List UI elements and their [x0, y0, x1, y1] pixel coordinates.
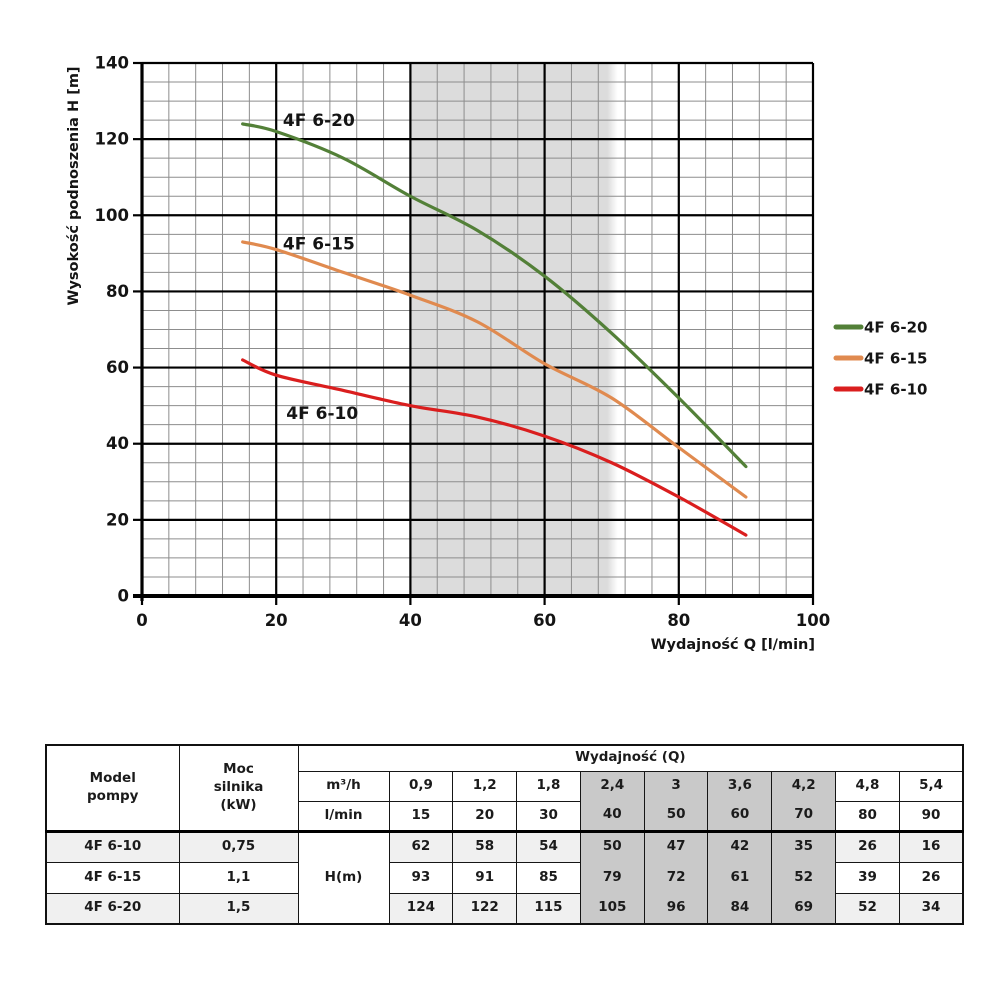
col-header-model: Model pompy [45, 744, 180, 833]
y-axis-title: Wysokość podnoszenia H [m] [66, 66, 82, 305]
m3h-value: 1,2 [452, 770, 518, 802]
head-cell: 26 [898, 861, 964, 894]
pump-specs-table: Model pompy Moc silnika (kW) Wydajność (… [45, 744, 965, 925]
power-cell: 0,75 [178, 830, 299, 863]
col-header-power: Moc silnika (kW) [178, 744, 299, 833]
head-cell: 85 [516, 861, 581, 894]
x-tick-label: 100 [796, 611, 830, 630]
head-cell: 124 [388, 892, 454, 925]
legend-label: 4F 6-20 [864, 319, 927, 337]
x-tick-label: 80 [667, 611, 690, 630]
power-cell: 1,1 [178, 861, 299, 894]
m3h-value: 4,8 [835, 770, 900, 802]
lmin-value: 90 [898, 800, 964, 833]
m3h-value: 4,2 [771, 770, 837, 801]
m3h-value: 1,8 [516, 770, 581, 802]
table-header-row-1: Model pompy Moc silnika (kW) Wydajność (… [45, 744, 964, 833]
lmin-value: 80 [835, 800, 900, 833]
curve-label: 4F 6-20 [283, 111, 355, 131]
x-tick-label: 20 [265, 611, 288, 630]
head-cell: 26 [835, 830, 900, 863]
head-cell: 35 [771, 830, 837, 862]
head-cell: 105 [579, 893, 645, 925]
unit-label-head: H(m) [297, 830, 390, 925]
model-cell: 4F 6-10 [45, 830, 180, 863]
lmin-value: 15 [388, 800, 454, 833]
legend-label: 4F 6-15 [864, 350, 927, 368]
legend-item: 4F 6-20 [833, 319, 927, 337]
x-tick-label: 40 [399, 611, 422, 630]
y-tick-label: 40 [106, 434, 129, 453]
curve-label: 4F 6-10 [286, 404, 358, 424]
legend-item: 4F 6-10 [833, 381, 927, 399]
curve-4f-6-15 [241, 240, 748, 499]
head-cell: 115 [516, 892, 581, 925]
head-cell: 96 [643, 893, 709, 925]
legend-item: 4F 6-15 [833, 350, 927, 368]
unit-label-m3h: m³/h [297, 770, 390, 802]
head-cell: 52 [835, 892, 900, 925]
y-tick-label: 140 [95, 54, 129, 73]
head-cell: 50 [579, 830, 645, 862]
lmin-value: 20 [452, 800, 518, 833]
head-cell: 61 [707, 862, 773, 893]
y-tick-label: 80 [106, 282, 129, 301]
y-tick-label: 0 [118, 587, 129, 606]
x-axis-title: Wydajność Q [l/min] [651, 637, 815, 653]
m3h-value: 3 [643, 770, 709, 801]
col-header-capacity: Wydajność (Q) [297, 744, 964, 772]
model-cell: 4F 6-20 [45, 892, 180, 925]
power-cell: 1,5 [178, 892, 299, 925]
m3h-value: 0,9 [388, 770, 454, 802]
head-cell: 58 [452, 830, 518, 863]
table-row: 4F 6-15 1,1 93 91 85 79 72 61 52 39 26 [45, 861, 964, 894]
head-cell: 34 [898, 892, 964, 925]
lmin-value: 50 [643, 801, 709, 833]
lmin-value: 60 [707, 801, 773, 833]
head-cell: 39 [835, 861, 900, 894]
curve-4f-6-20 [241, 122, 748, 469]
y-tick-label: 20 [106, 510, 129, 529]
m3h-value: 5,4 [898, 770, 964, 802]
m3h-value: 3,6 [707, 770, 773, 801]
table-row: 4F 6-10 0,75 H(m) 62 58 54 50 47 42 35 2… [45, 830, 964, 925]
y-tick-label: 120 [95, 130, 129, 149]
model-cell: 4F 6-15 [45, 861, 180, 894]
table-row: 4F 6-20 1,5 124 122 115 105 96 84 69 52 … [45, 892, 964, 925]
lmin-value: 40 [579, 801, 645, 833]
lmin-value: 70 [771, 801, 837, 833]
head-cell: 16 [898, 830, 964, 863]
x-tick-label: 60 [533, 611, 556, 630]
table-header-row-lmin: l/min 15 20 30 40 50 60 70 80 90 [46, 800, 964, 833]
pump-curves-chart: 0 20 40 60 80 100 0 20 40 60 80 100 120 140 Wydajność … [66, 54, 927, 654]
y-tick-label: 100 [95, 206, 129, 225]
head-cell: 69 [771, 893, 837, 925]
head-cell: 54 [516, 830, 581, 863]
head-cell: 62 [388, 830, 454, 863]
head-cell: 122 [452, 892, 518, 925]
legend-label: 4F 6-10 [864, 381, 927, 399]
head-cell: 47 [643, 830, 709, 862]
lmin-value: 30 [516, 800, 581, 833]
curve-label: 4F 6-15 [283, 235, 355, 255]
legend: 4F 6-20 4F 6-15 4F 6-10 [833, 319, 927, 399]
head-cell: 72 [643, 862, 709, 893]
head-cell: 79 [579, 862, 645, 893]
table-header-row-m3h: m³/h 0,9 1,2 1,8 2,4 3 3,6 4,2 4,8 5,4 [46, 770, 964, 802]
head-cell: 93 [388, 861, 454, 894]
head-cell: 91 [452, 861, 518, 894]
head-cell: 84 [707, 893, 773, 925]
unit-label-lmin: l/min [297, 800, 390, 833]
x-tick-label: 0 [136, 611, 147, 630]
m3h-value: 2,4 [579, 770, 645, 801]
curve-4f-6-10 [241, 358, 748, 537]
head-cell: 52 [771, 862, 837, 893]
y-tick-label: 60 [106, 358, 129, 377]
head-cell: 42 [707, 830, 773, 862]
